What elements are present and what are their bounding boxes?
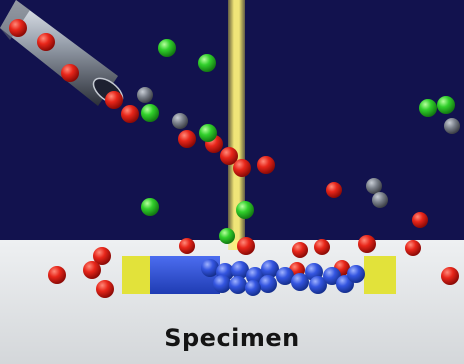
gas-particles-gray — [137, 87, 460, 208]
ion-beam — [228, 0, 245, 250]
gas-particles-red — [9, 19, 459, 298]
deposited-atoms-blue — [201, 259, 365, 296]
contact-pad-right — [364, 256, 396, 294]
gas-particles-green — [141, 39, 455, 244]
contact-pad-left — [122, 256, 154, 294]
specimen-label: Specimen — [164, 324, 300, 352]
